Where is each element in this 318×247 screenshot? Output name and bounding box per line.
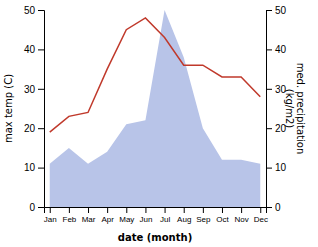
tick-label: Jul xyxy=(160,215,170,224)
tick: Jun xyxy=(139,207,152,224)
tick: 20 xyxy=(24,123,44,134)
axis-line xyxy=(267,11,273,208)
tick: Sep xyxy=(196,207,211,224)
tick-mark xyxy=(107,207,108,213)
tick-mark xyxy=(266,168,272,169)
tick: 40 xyxy=(24,44,44,55)
tick-mark xyxy=(38,49,44,50)
tick-mark xyxy=(38,10,44,11)
area xyxy=(50,10,261,207)
tick-label: Mar xyxy=(82,215,96,224)
y-axis-title: max temp (C) xyxy=(3,74,14,143)
tick-label: 40 xyxy=(275,44,287,55)
tick-label: Feb xyxy=(62,215,76,224)
tick-mark xyxy=(69,207,70,213)
tick: Nov xyxy=(235,207,249,224)
tick: 30 xyxy=(24,84,44,95)
tick-label: 30 xyxy=(24,84,36,95)
tick-mark xyxy=(222,207,223,213)
tick-mark xyxy=(203,207,204,213)
tick-label: Sep xyxy=(196,215,211,224)
tick: Mar xyxy=(82,207,96,224)
chart: Jan Feb Mar Apr May Jun Jul Aug Sep Oct Nov Dec 0 10 2… xyxy=(0,0,318,247)
tick-label: 50 xyxy=(275,5,287,16)
tick-label: Aug xyxy=(177,215,191,224)
tick-mark xyxy=(266,128,272,129)
tick: 30 xyxy=(266,84,287,95)
tick-label: 0 xyxy=(275,202,281,213)
tick-label: Jan xyxy=(44,215,57,224)
tick-mark xyxy=(165,207,166,213)
x-axis-title: date (month) xyxy=(118,232,192,243)
y2-axis-title: med. precipitation(kg/m2) xyxy=(284,63,306,155)
tick-mark xyxy=(88,207,89,213)
y-axis: 0 10 20 30 40 50 xyxy=(24,5,45,213)
axis-line xyxy=(45,208,267,214)
tick: Oct xyxy=(216,207,229,224)
tick-mark xyxy=(241,207,242,213)
tick-label: 10 xyxy=(275,162,287,173)
tick-mark xyxy=(266,207,272,208)
tick-label: 0 xyxy=(29,202,35,213)
tick-mark xyxy=(38,128,44,129)
tick: Dec xyxy=(254,207,268,224)
tick-label: May xyxy=(119,215,134,224)
tick: 40 xyxy=(266,44,287,55)
tick: Feb xyxy=(62,207,76,224)
tick-mark xyxy=(260,207,261,213)
tick: 0 xyxy=(266,202,281,213)
tick-mark xyxy=(184,207,185,213)
tick-mark xyxy=(50,207,51,213)
tick: Apr xyxy=(101,207,114,224)
tick: Jul xyxy=(160,207,170,224)
line xyxy=(50,18,261,132)
tick: 0 xyxy=(29,202,44,213)
tick-mark xyxy=(266,89,272,90)
tick-label: Apr xyxy=(101,215,114,224)
tick: Jan xyxy=(44,207,57,224)
tick-label: 50 xyxy=(24,5,36,16)
tick-label: Nov xyxy=(235,215,249,224)
tick-label: Dec xyxy=(254,215,268,224)
tick-label: 20 xyxy=(24,123,36,134)
tick-mark xyxy=(266,10,272,11)
tick-mark xyxy=(145,207,146,213)
tick: 20 xyxy=(266,123,287,134)
tick-mark xyxy=(266,49,272,50)
plot: Jan Feb Mar Apr May Jun Jul Aug Sep Oct Nov Dec 0 10 2… xyxy=(24,5,287,224)
tick-mark xyxy=(126,207,127,213)
tick-mark xyxy=(38,89,44,90)
tick: 50 xyxy=(266,5,287,16)
tick: 10 xyxy=(24,162,44,173)
tick: May xyxy=(119,207,134,224)
tick: 10 xyxy=(266,162,287,173)
axis-line xyxy=(38,11,45,208)
tick-label: 40 xyxy=(24,44,36,55)
tick-mark xyxy=(38,168,44,169)
marks xyxy=(50,10,261,207)
tick-label: Jun xyxy=(139,215,152,224)
x-axis: Jan Feb Mar Apr May Jun Jul Aug Sep Oct Nov Dec xyxy=(44,207,268,224)
tick: 50 xyxy=(24,5,44,16)
tick-label: Oct xyxy=(216,215,229,224)
tick: Aug xyxy=(177,207,191,224)
tick-mark xyxy=(38,207,44,208)
tick-label: 10 xyxy=(24,162,36,173)
y2-axis: 0 10 20 30 40 50 xyxy=(266,5,287,213)
